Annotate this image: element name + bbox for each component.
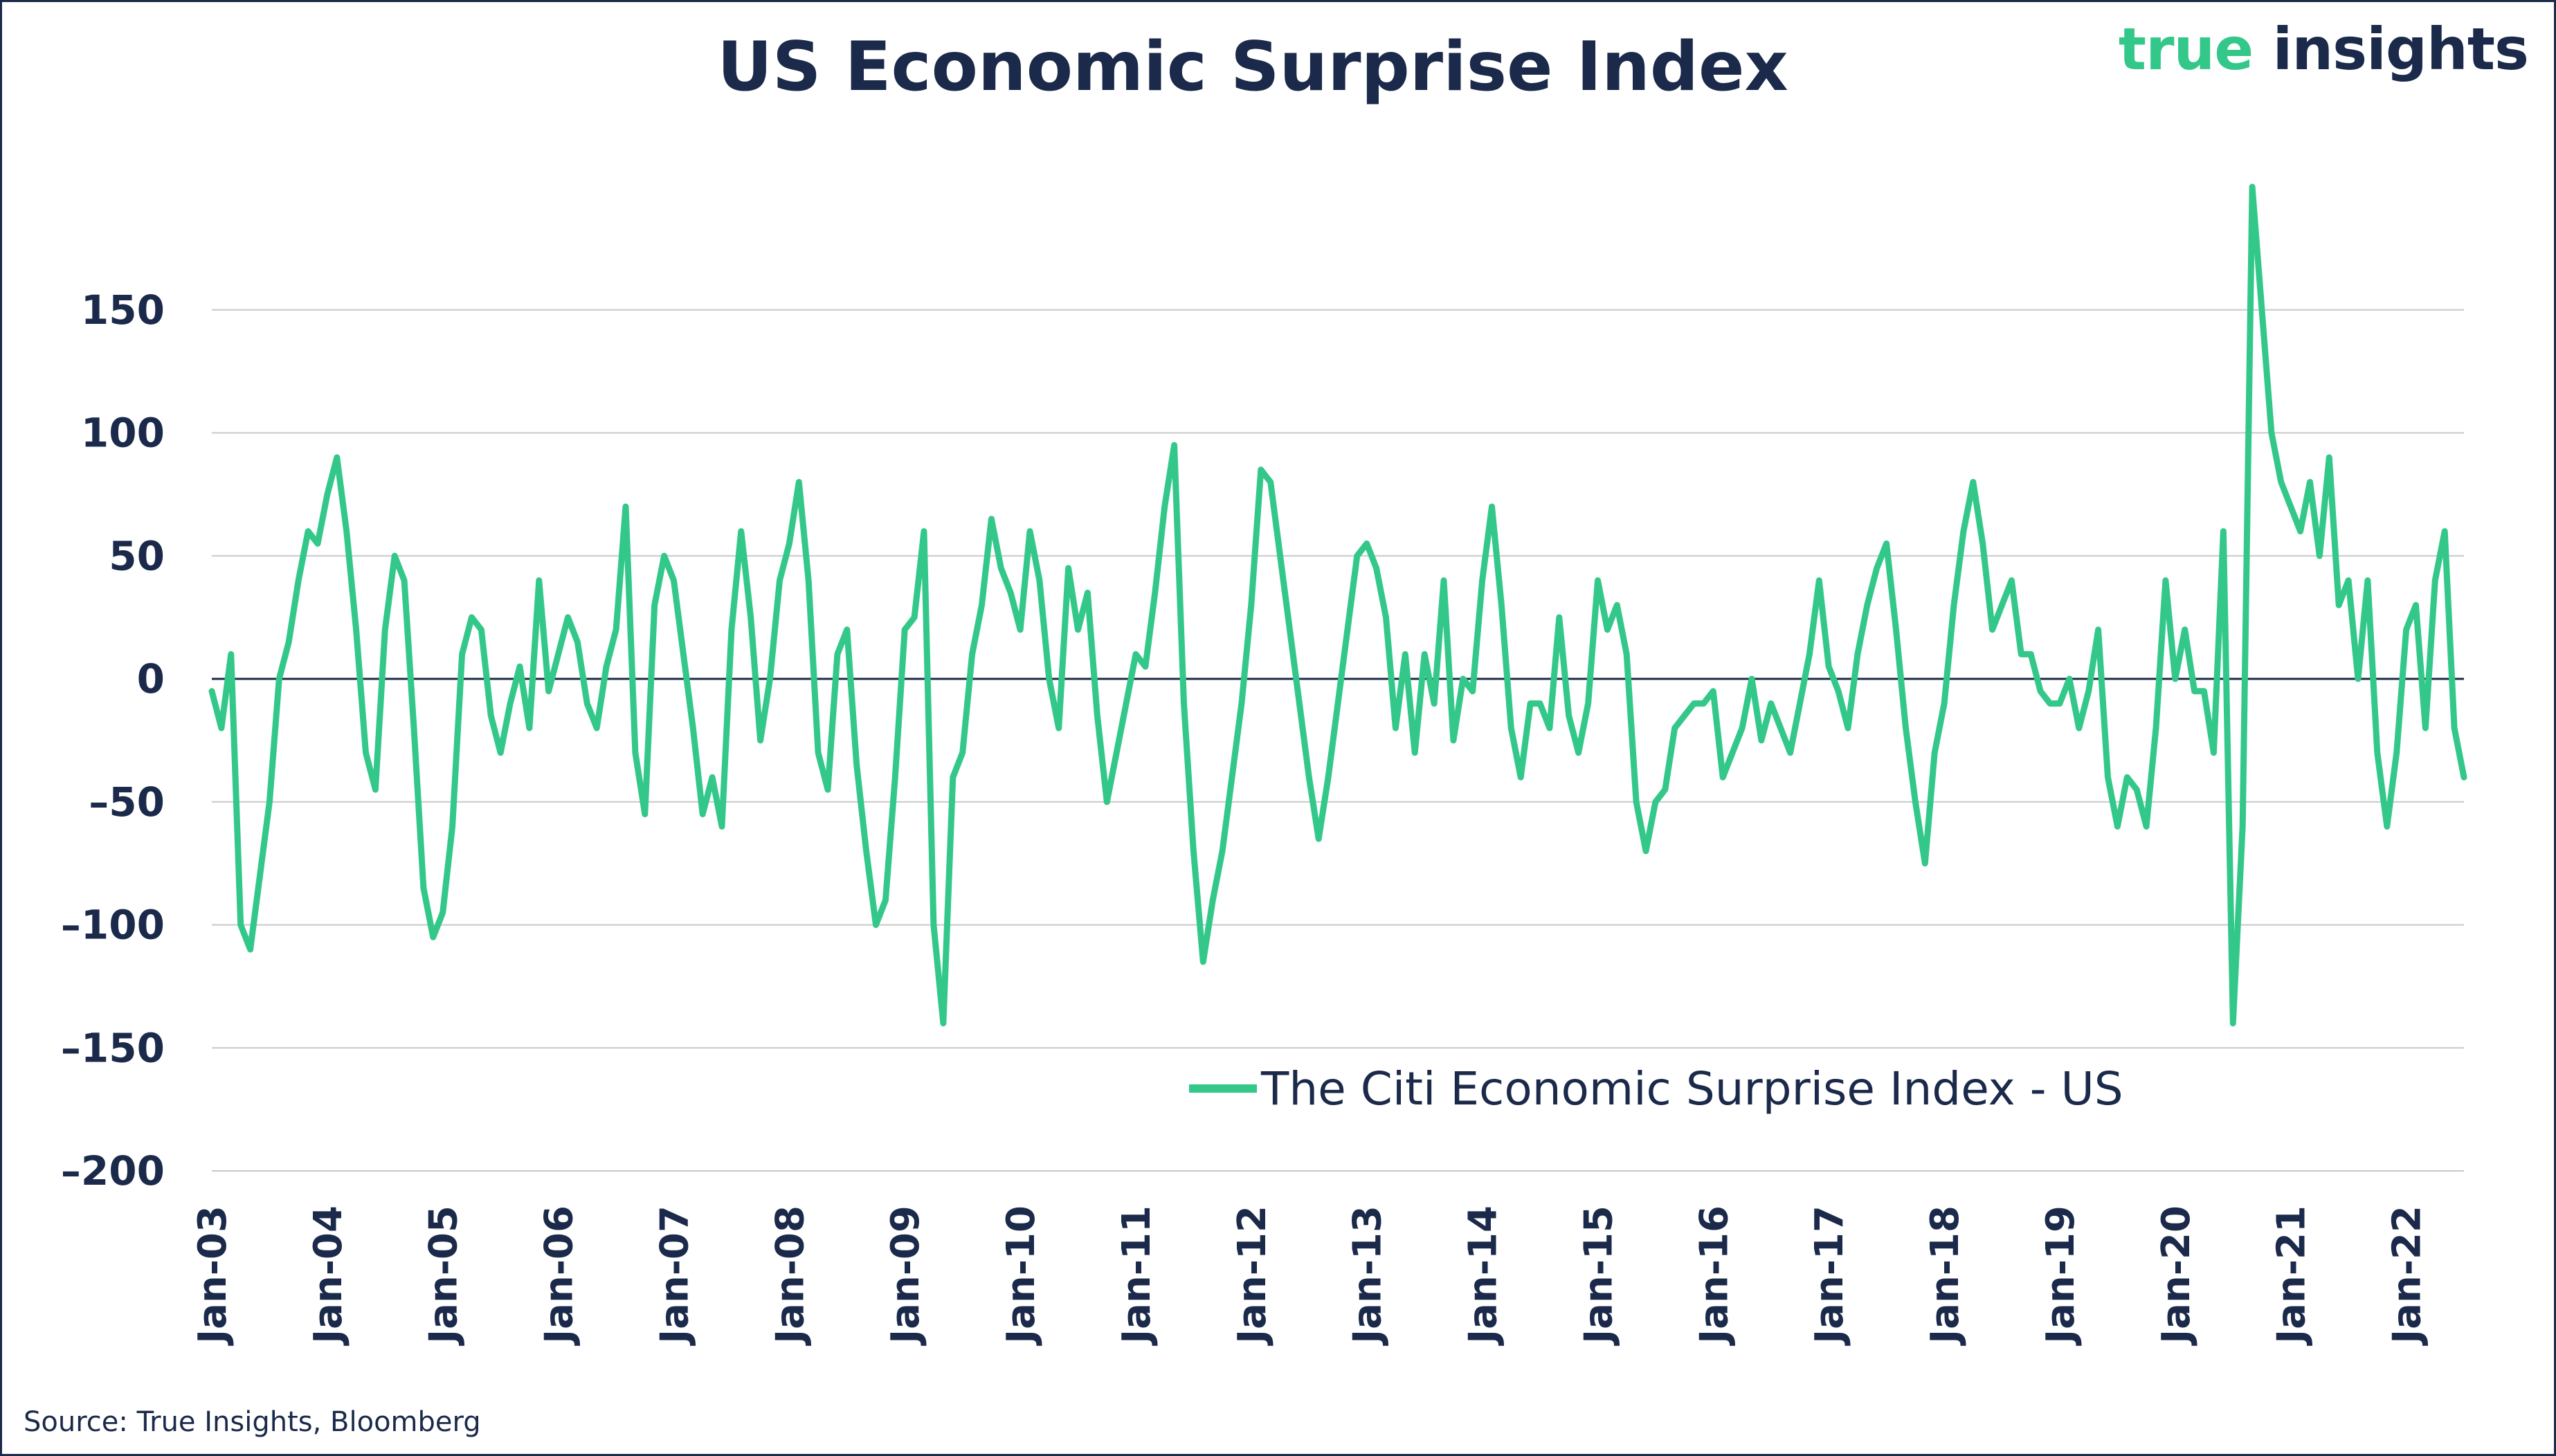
grid-lines xyxy=(212,309,2464,1172)
y-axis: 150 100 50 0 –50 –100 –150 –200 xyxy=(61,286,165,1194)
x-tick-label: Jan-15 xyxy=(1576,1205,1621,1347)
y-tick-label: –150 xyxy=(61,1024,165,1071)
y-tick-label: 100 xyxy=(81,410,165,457)
x-tick-label: Jan-06 xyxy=(537,1205,582,1347)
y-tick-label: 50 xyxy=(109,532,165,579)
x-tick-label: Jan-17 xyxy=(1807,1205,1852,1347)
x-tick-label: Jan-10 xyxy=(999,1205,1044,1347)
source-note: Source: True Insights, Bloomberg xyxy=(24,1406,481,1438)
logo-word-true: true xyxy=(2118,15,2254,83)
x-tick-label: Jan-11 xyxy=(1114,1205,1159,1347)
x-tick-label: Jan-22 xyxy=(2385,1205,2430,1347)
x-tick-label: Jan-07 xyxy=(652,1205,697,1347)
series-layer xyxy=(208,183,2467,1027)
brand-logo: true insights xyxy=(2118,15,2529,83)
series-line-0 xyxy=(208,183,2467,1027)
y-tick-label: –200 xyxy=(61,1147,165,1194)
x-tick-label: Jan-19 xyxy=(2038,1205,2083,1347)
x-tick-label: Jan-08 xyxy=(768,1205,813,1347)
y-tick-label: 0 xyxy=(137,655,165,702)
x-tick-label: Jan-20 xyxy=(2154,1205,2199,1347)
x-tick-label: Jan-13 xyxy=(1345,1205,1390,1347)
x-tick-label: Jan-09 xyxy=(883,1205,928,1347)
legend-label: The Citi Economic Surprise Index - US xyxy=(1260,1062,2123,1116)
y-tick-label: 150 xyxy=(81,286,165,334)
logo-word-insights: insights xyxy=(2272,15,2529,83)
y-tick-label: –100 xyxy=(61,902,165,949)
x-tick-label: Jan-04 xyxy=(306,1205,351,1347)
x-tick-label: Jan-18 xyxy=(1923,1205,1968,1347)
legend: The Citi Economic Surprise Index - US xyxy=(1189,1062,2123,1116)
x-tick-label: Jan-14 xyxy=(1461,1205,1506,1347)
x-tick-label: Jan-21 xyxy=(2269,1205,2314,1347)
chart-title: US Economic Surprise Index xyxy=(717,28,1788,107)
x-tick-label: Jan-05 xyxy=(422,1205,466,1347)
x-tick-label: Jan-03 xyxy=(190,1205,235,1347)
x-axis: Jan-03 Jan-04 Jan-05 Jan-06 Jan-07 Jan-08 Jan-… xyxy=(190,1205,2430,1347)
x-tick-label: Jan-16 xyxy=(1692,1205,1737,1347)
y-tick-label: –50 xyxy=(89,779,165,826)
x-tick-label: Jan-12 xyxy=(1230,1205,1275,1347)
